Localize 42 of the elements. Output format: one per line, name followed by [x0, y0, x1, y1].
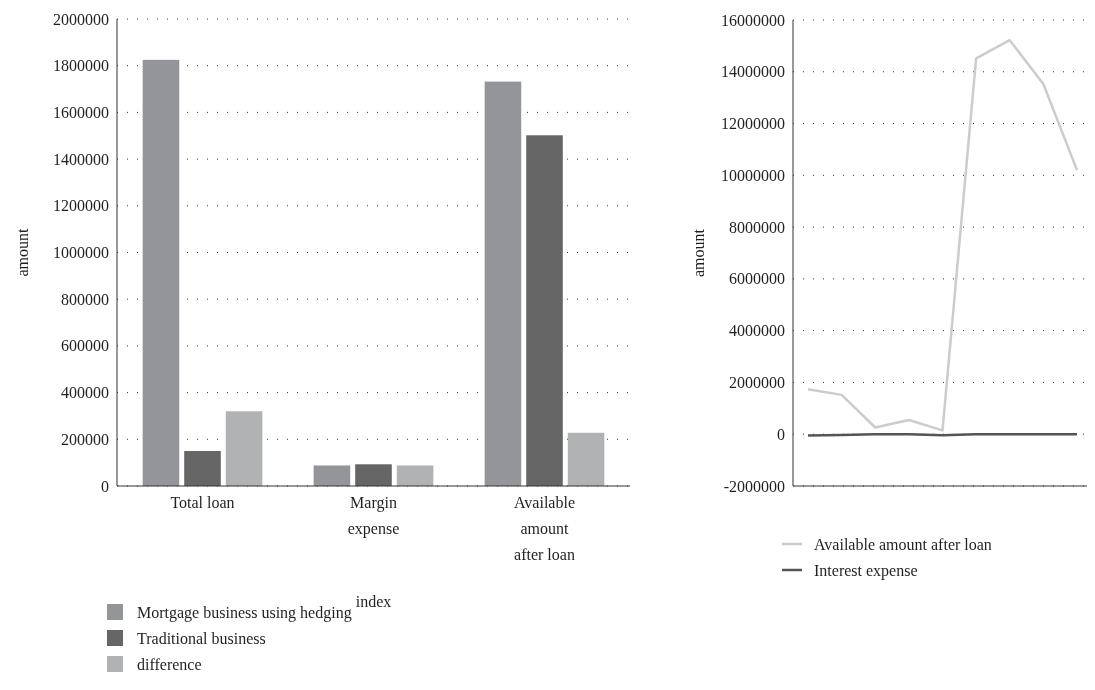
y-tick-label: 1600000 — [53, 103, 109, 121]
bar — [567, 432, 605, 486]
bar — [396, 465, 434, 486]
y-tick-label: 800000 — [61, 290, 109, 308]
bar — [184, 450, 221, 486]
x-axis-title: index — [355, 593, 392, 610]
y-tick-label: 0 — [777, 425, 785, 443]
y-tick-label: 10000000 — [721, 166, 785, 184]
y-tick-label: 16000000 — [721, 11, 785, 29]
legend-label: difference — [137, 655, 202, 673]
y-tick-label: 1200000 — [53, 197, 109, 215]
bar — [225, 411, 263, 486]
y-tick-label: 600000 — [61, 337, 109, 355]
y-tick-label: 8000000 — [729, 218, 785, 236]
y-tick-label: 4000000 — [729, 322, 785, 340]
bar — [142, 59, 180, 486]
y-tick-label: 200000 — [61, 430, 109, 448]
x-tick-label: Margin expense — [347, 494, 400, 538]
y-tick-label: 1000000 — [53, 244, 109, 261]
legend-label: Interest expense — [814, 561, 918, 580]
y-tick-label: 2000000 — [53, 10, 109, 28]
y-tick-label: 12000000 — [721, 115, 785, 133]
y-tick-label: 1800000 — [53, 57, 109, 75]
line-series — [806, 38, 1079, 432]
y-tick-label: 400000 — [61, 384, 109, 402]
y-axis-title: amount — [13, 227, 31, 277]
legend-label: Mortgage business using hedging — [137, 603, 352, 622]
y-tick-label: 2000000 — [729, 373, 785, 391]
legend-label: Available amount after loan — [814, 535, 992, 553]
bar — [484, 81, 522, 486]
x-tick-label: Available amount after loan — [513, 494, 576, 563]
y-axis-title: amount — [689, 228, 707, 277]
bar — [313, 465, 351, 486]
y-tick-label: -2000000 — [723, 477, 785, 495]
y-tick-label: 14000000 — [721, 63, 785, 81]
bar — [526, 135, 563, 486]
legend-label: Traditional business — [137, 629, 266, 647]
x-tick-label: Total loan — [170, 494, 235, 511]
bar — [355, 464, 392, 486]
y-tick-label: 1400000 — [53, 150, 109, 168]
y-tick-label: 0 — [101, 477, 109, 495]
y-tick-label: 6000000 — [729, 270, 785, 288]
